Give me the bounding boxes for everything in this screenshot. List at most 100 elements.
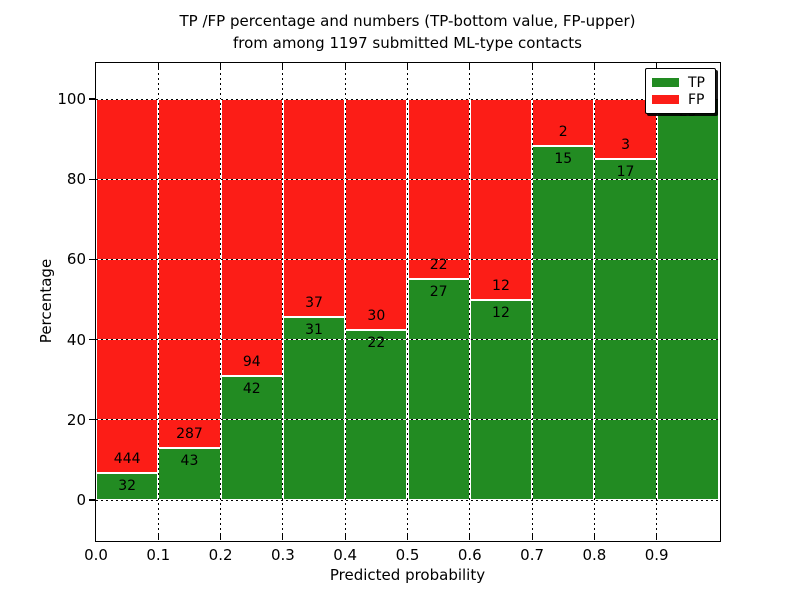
bar-label-fp: 94 (242, 354, 261, 371)
x-tick-mark (656, 63, 658, 68)
bar-segment-fp (345, 99, 408, 331)
x-tick-mark (282, 535, 284, 540)
bar-segment-tp (345, 330, 408, 500)
gridline-vertical (407, 63, 408, 540)
bar-segment-fp (158, 99, 221, 448)
bar-label-fp: 2 (558, 124, 568, 141)
y-tick-label: 0 (76, 491, 86, 509)
bar-segment-tp (594, 159, 657, 500)
bar-segment-tp (656, 99, 719, 500)
bar-segment-tp (158, 447, 221, 500)
y-tick-mark (89, 98, 96, 100)
x-tick-label: 0.0 (84, 546, 108, 564)
gridline-vertical (282, 63, 284, 540)
fp-legend-swatch-icon (652, 95, 679, 104)
legend-label-tp: TP (688, 74, 705, 91)
y-tick-label: 40 (66, 330, 86, 349)
gridline-vertical (344, 63, 346, 540)
bar-segment-tp (469, 299, 533, 500)
legend-item-fp: FP (652, 91, 709, 108)
x-axis-label: Predicted probability (329, 566, 486, 584)
y-tick-label: 60 (66, 250, 86, 269)
bar-label-fp: 30 (367, 308, 386, 325)
x-tick-label: 0.3 (270, 546, 295, 564)
gridline-horizontal (96, 178, 719, 180)
bar-segment-fp (282, 99, 346, 318)
x-tick-label: 0.2 (208, 546, 233, 564)
bar-label-tp: 43 (180, 452, 199, 469)
bar-segment-tp (220, 376, 283, 500)
x-tick-mark (157, 63, 159, 68)
gridline-vertical (469, 63, 471, 540)
bar-label-tp: 32 (118, 478, 137, 495)
bar-segment-fp (220, 99, 283, 377)
x-tick-label: 0.6 (457, 546, 482, 564)
gridline-vertical (220, 63, 222, 540)
y-tick-mark (89, 339, 96, 341)
gridline-horizontal (96, 499, 719, 501)
bar-label-fp: 287 (176, 425, 203, 442)
gridline-horizontal (96, 419, 719, 421)
bar-segment-tp (407, 279, 470, 500)
bar-segment-fp (407, 99, 470, 280)
legend-label-fp: FP (688, 91, 705, 108)
x-tick-mark (220, 535, 222, 540)
bar-segment-tp (96, 473, 159, 500)
plot-area: 44432287439442373130222227121221531725 (94, 61, 721, 542)
x-tick-mark (406, 535, 409, 540)
gridline-vertical (157, 63, 159, 540)
gridline-vertical (656, 63, 658, 540)
y-tick-mark (89, 258, 96, 260)
x-tick-mark (220, 63, 222, 68)
bar-label-tp: 31 (305, 322, 323, 339)
y-tick-mark (89, 499, 96, 501)
x-tick-mark (157, 535, 159, 540)
tp-legend-swatch-icon (652, 78, 679, 87)
legend-item-tp: TP (652, 74, 709, 91)
bar-segment-fp (96, 99, 159, 474)
x-tick-label: 0.9 (644, 546, 669, 564)
x-tick-label: 0.8 (582, 546, 607, 564)
chart-title-line1: TP /FP percentage and numbers (TP-bottom… (179, 12, 636, 30)
x-tick-mark (593, 63, 595, 68)
bar-label-fp: 37 (305, 295, 323, 312)
chart-title-line2: from among 1197 submitted ML-type contac… (233, 34, 582, 52)
x-tick-label: 0.1 (146, 546, 171, 564)
x-tick-mark (531, 63, 533, 68)
x-tick-label: 0.7 (520, 546, 545, 564)
gridline-vertical (531, 63, 533, 540)
gridline-vertical (593, 63, 595, 540)
bar-label-fp: 12 (492, 277, 510, 294)
bar-label-tp: 27 (429, 284, 448, 301)
x-tick-mark (469, 63, 471, 68)
gridline-horizontal (96, 339, 719, 341)
x-tick-label: 0.5 (395, 546, 420, 564)
legend: TP FP (645, 68, 716, 114)
y-tick-label: 20 (66, 410, 86, 429)
bar-segment-tp (532, 146, 595, 500)
x-tick-label: 0.4 (333, 546, 358, 564)
x-tick-mark (282, 63, 284, 68)
gridline-horizontal (96, 258, 719, 260)
x-tick-mark (656, 535, 658, 540)
bar-label-fp: 3 (621, 137, 630, 154)
x-tick-mark (531, 535, 533, 540)
bar-label-tp: 17 (616, 164, 635, 181)
bar-label-tp: 22 (367, 335, 386, 352)
bar-label-fp: 22 (429, 257, 448, 274)
y-tick-label: 80 (66, 170, 86, 189)
bar-label-tp: 42 (242, 381, 261, 398)
bar-label-tp: 15 (554, 151, 573, 168)
x-tick-mark (406, 63, 409, 68)
y-tick-label: 100 (57, 90, 86, 108)
x-tick-mark (469, 535, 471, 540)
bar-label-fp: 444 (113, 451, 141, 468)
x-tick-mark (593, 535, 595, 540)
bar-segment-fp (532, 99, 595, 147)
y-tick-mark (89, 178, 96, 180)
gridline-horizontal (96, 98, 719, 100)
y-tick-mark (89, 419, 96, 421)
bar-segment-tp (282, 317, 346, 500)
x-tick-mark (344, 63, 346, 68)
